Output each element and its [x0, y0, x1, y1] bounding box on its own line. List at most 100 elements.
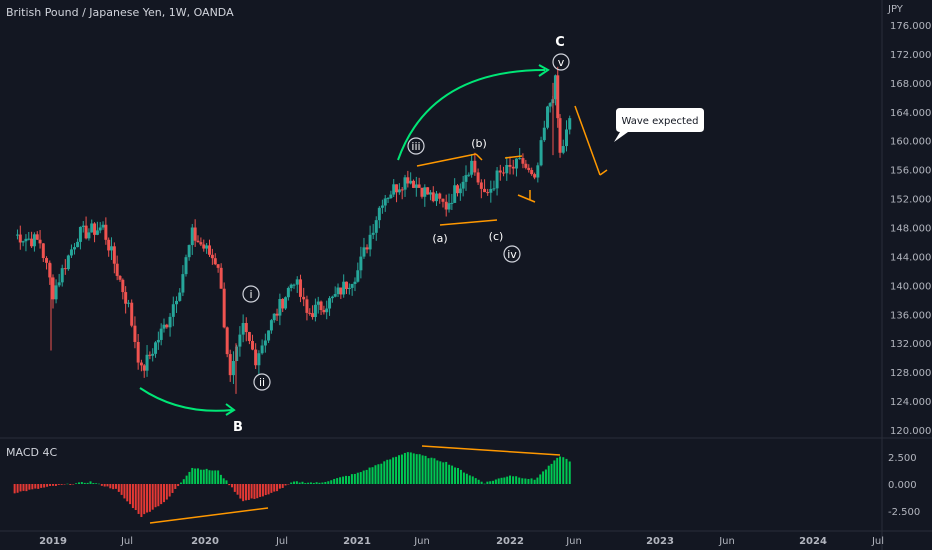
macd-bar: [123, 484, 126, 499]
macd-bar: [63, 484, 66, 485]
macd-bar: [31, 484, 34, 490]
candle-body: [521, 158, 525, 164]
candle-body: [420, 187, 424, 197]
candle-body: [495, 170, 499, 189]
macd-bar: [134, 484, 137, 511]
candle-body: [350, 283, 354, 288]
wave-label-ii: ii: [259, 376, 265, 389]
macd-bar: [433, 458, 436, 484]
candle-body: [263, 340, 267, 346]
macd-bar: [483, 483, 486, 485]
candle-body: [202, 244, 206, 249]
candle-body: [428, 192, 432, 195]
wave-label-C: C: [555, 35, 565, 50]
macd-bar: [267, 484, 270, 495]
candle-body: [32, 234, 36, 247]
macd-bar: [191, 467, 194, 484]
candle-body: [359, 256, 363, 271]
y-tick-label: 120.000: [890, 426, 931, 437]
annotation-line: [475, 153, 483, 161]
macd-bar: [333, 478, 336, 484]
macd-bar: [424, 455, 427, 484]
callout-text: Wave expected: [622, 116, 699, 127]
candle-body: [238, 334, 242, 347]
candle-body: [216, 264, 220, 268]
candle-body: [272, 313, 276, 321]
macd-bar: [43, 484, 46, 488]
candle-body: [536, 165, 540, 178]
y-tick-label: 164.000: [890, 108, 931, 119]
macd-bar: [270, 484, 273, 493]
macd-bar: [140, 484, 143, 517]
candle-body: [278, 298, 282, 316]
macd-bar: [290, 482, 293, 484]
macd-bar: [208, 470, 211, 484]
macd-bar: [83, 482, 86, 484]
annotation-line: [439, 219, 498, 226]
candle-body: [302, 296, 306, 300]
green-arrow: [139, 387, 233, 412]
candle-body: [208, 245, 212, 255]
candle-body: [156, 339, 160, 343]
candle-body: [464, 175, 468, 182]
candle-body: [479, 182, 483, 189]
candle-body: [467, 174, 471, 176]
macd-bar: [66, 483, 69, 485]
x-tick-label: 2022: [496, 536, 524, 547]
candle-body: [30, 238, 34, 247]
macd-bar: [353, 473, 356, 484]
candle-body: [193, 227, 197, 241]
candle-body: [441, 198, 445, 202]
candle-body: [76, 241, 80, 248]
macd-bar: [250, 484, 253, 499]
macd-bar: [544, 469, 547, 484]
candle-body: [514, 158, 518, 169]
macd-bar: [293, 481, 296, 484]
macd-bar: [324, 481, 327, 484]
green-arrow: [397, 69, 546, 161]
candle-body: [380, 205, 384, 208]
macd-bar: [509, 475, 511, 484]
candle-body: [411, 180, 415, 188]
candle-body: [136, 341, 140, 363]
candle-body: [292, 284, 296, 286]
candle-body: [450, 202, 454, 204]
annotation-line: [504, 155, 523, 159]
macd-bar: [500, 477, 503, 484]
candle-body: [168, 316, 172, 328]
macd-bar: [550, 463, 553, 484]
candle-body: [397, 189, 401, 193]
macd-tick-label: -2.500: [888, 507, 920, 518]
macd-bar: [465, 473, 468, 484]
wave-label-v: v: [558, 56, 565, 69]
candle-body: [313, 304, 317, 318]
macd-tick-label: 2.500: [888, 453, 917, 464]
macd-bar: [359, 472, 362, 484]
y-tick-label: 152.000: [890, 195, 931, 206]
candle-body: [35, 234, 39, 240]
macd-bar: [389, 459, 392, 484]
macd-bar: [49, 484, 52, 487]
macd-bar: [131, 484, 134, 509]
annotation-line: [574, 105, 601, 176]
candle-body: [365, 247, 369, 250]
macd-bar: [242, 484, 245, 502]
candle-body: [336, 287, 340, 295]
candle-body: [21, 241, 25, 243]
macd-tick-label: 0.000: [888, 480, 917, 491]
macd-bar: [471, 476, 474, 484]
x-tick-label: Jul: [275, 536, 288, 547]
macd-bar: [486, 481, 489, 484]
candle-body: [112, 246, 116, 264]
candle-body: [15, 234, 19, 236]
macd-bar: [148, 484, 151, 512]
candle-body: [311, 313, 315, 318]
candle-body: [356, 270, 360, 282]
candle-body: [511, 166, 515, 169]
annotation-line: [149, 507, 269, 524]
macd-bar: [474, 478, 477, 484]
macd-bar: [188, 471, 191, 484]
candle-body: [69, 249, 73, 256]
macd-bar: [347, 476, 350, 484]
